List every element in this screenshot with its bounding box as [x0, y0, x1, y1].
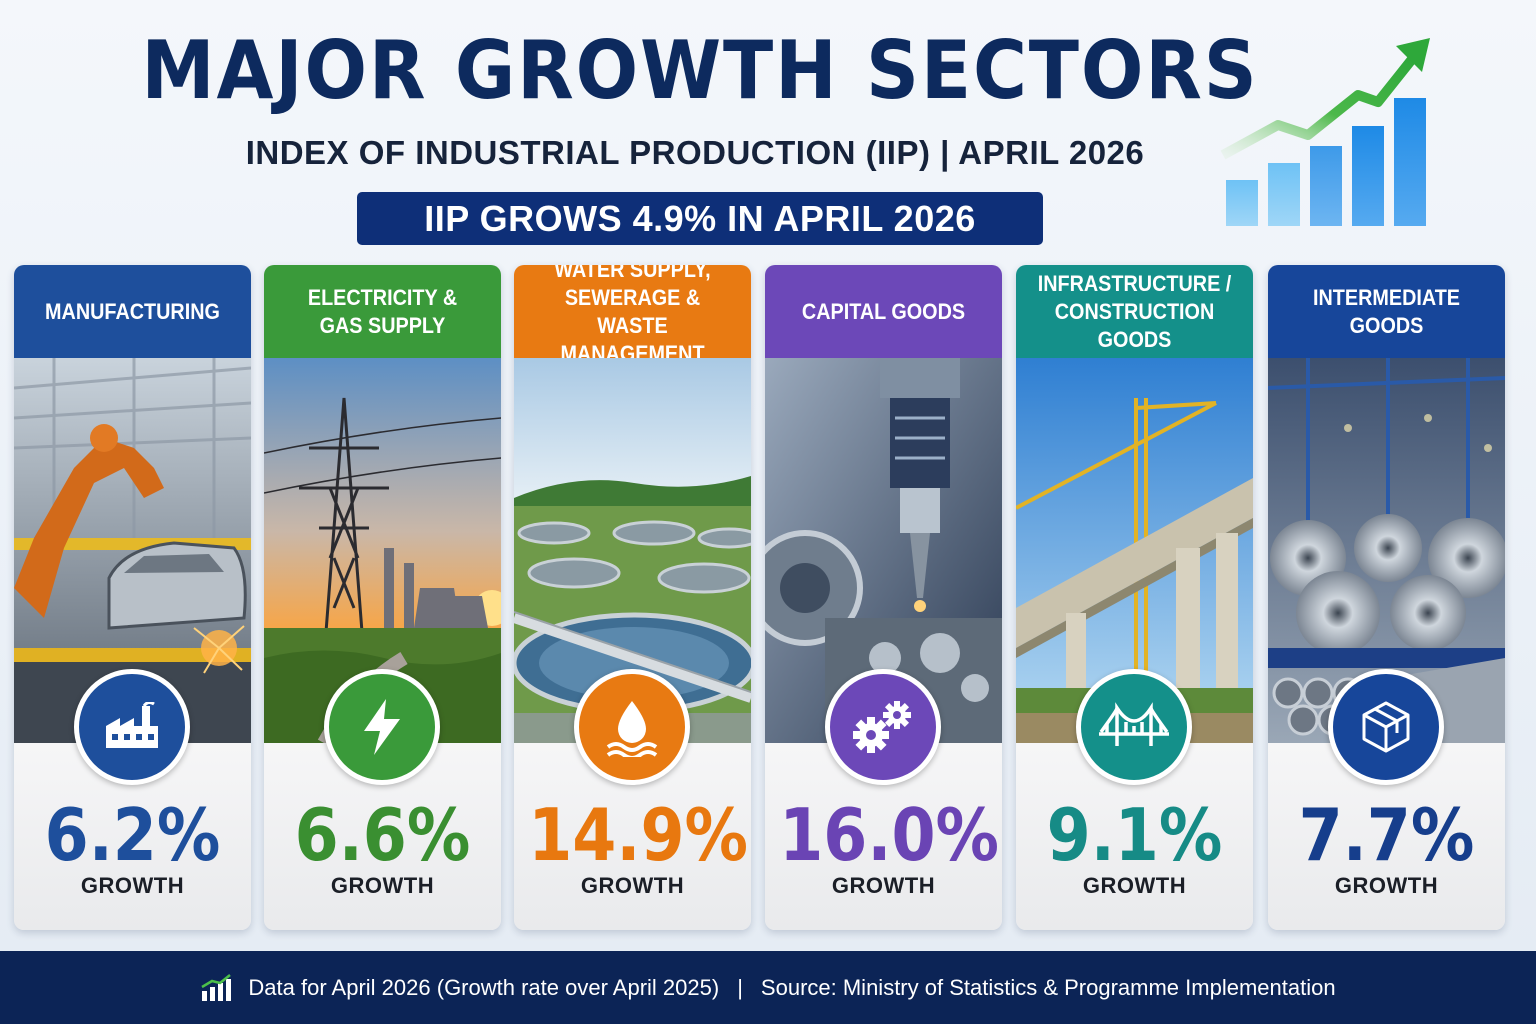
sector-title: CAPITAL GOODS	[801, 298, 966, 324]
cube-icon	[1328, 669, 1444, 785]
sector-title: WATER SUPPLY, SEWERAGE & WASTE MANAGEMEN…	[554, 265, 711, 366]
rising-bar-chart-arrow-icon	[1220, 38, 1430, 226]
sector-card-capital-goods: CAPITAL GOODS 16.0%	[765, 265, 1002, 930]
growth-label: GROWTH	[580, 873, 685, 898]
footer-note: Data for April 2026 (Growth rate over Ap…	[248, 974, 720, 1000]
growth-value: 14.9%	[528, 793, 749, 877]
sector-title: ELECTRICITY & GAS SUPPLY	[307, 284, 458, 338]
growth-label: GROWTH	[831, 873, 936, 898]
footer-source: Source: Ministry of Statistics & Program…	[760, 974, 1336, 1000]
growth-label: GROWTH	[1334, 873, 1439, 898]
sector-card-water: WATER SUPPLY, SEWERAGE & WASTE MANAGEMEN…	[514, 265, 751, 930]
growth-value: 6.2%	[44, 793, 221, 877]
growth-label: GROWTH	[330, 873, 435, 898]
gears-icon	[825, 669, 941, 785]
sector-card-manufacturing: MANUFACTURING 6.2% GR	[14, 265, 251, 930]
bridge-icon	[1076, 669, 1192, 785]
factory-icon	[74, 669, 190, 785]
water-drop-icon	[574, 669, 690, 785]
sector-card-electricity: ELECTRICITY & GAS SUPPLY 6.6% GROWTH	[264, 265, 501, 930]
bar-chart-icon	[201, 973, 232, 1001]
page-subtitle: INDEX OF INDUSTRIAL PRODUCTION (IIP) | A…	[245, 134, 1145, 171]
lightning-bolt-icon	[324, 669, 440, 785]
growth-value: 6.6%	[294, 793, 471, 877]
sector-title: INTERMEDIATE GOODS	[1312, 284, 1461, 338]
sector-title: MANUFACTURING	[45, 298, 220, 324]
growth-label: GROWTH	[1082, 873, 1187, 898]
bridge-construction-image	[1016, 358, 1253, 743]
footer-bar: Data for April 2026 (Growth rate over Ap…	[0, 951, 1536, 1024]
sector-card-infrastructure: INFRASTRUCTURE / CONSTRUCTION GOODS	[1016, 265, 1253, 930]
sector-card-intermediate-goods: INTERMEDIATE GOODS 7.7% GROWTH	[1268, 265, 1505, 930]
growth-value: 9.1%	[1046, 793, 1223, 877]
page-title: MAJOR GROWTH SECTORS	[141, 24, 1259, 117]
sector-title: INFRASTRUCTURE / CONSTRUCTION GOODS	[1037, 270, 1232, 352]
growth-value: 7.7%	[1298, 793, 1475, 877]
growth-label: GROWTH	[80, 873, 185, 898]
headline-banner: IIP GROWS 4.9% IN APRIL 2026	[357, 192, 1043, 245]
growth-value: 16.0%	[779, 793, 1000, 877]
footer-separator: |	[737, 974, 743, 1000]
